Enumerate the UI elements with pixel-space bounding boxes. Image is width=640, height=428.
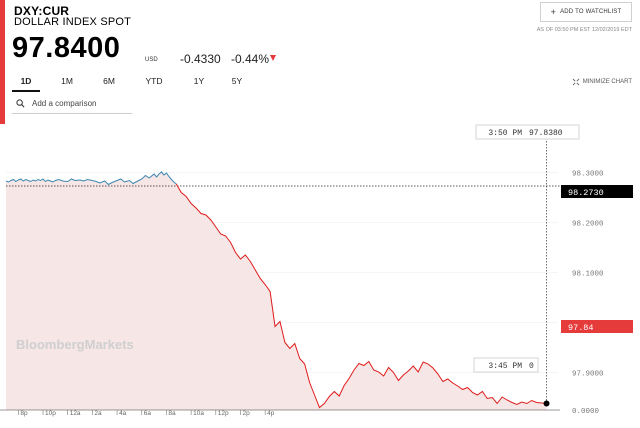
as-of-timestamp: AS OF 03:50 PM EST 12/02/2019 EDT [536, 27, 632, 33]
price-currency: USD [145, 57, 158, 63]
minimize-chart-button[interactable]: MINIMIZE CHART [572, 78, 632, 86]
x-tick-label: 6a [144, 410, 152, 417]
tab-1d[interactable]: 1D [20, 76, 32, 86]
security-name: DOLLAR INDEX SPOT [14, 16, 132, 28]
crosshair-value: 97.8380 [529, 129, 563, 138]
crosshair-bottom-value: 0 [529, 362, 534, 371]
search-icon [16, 99, 25, 108]
y-tick-label: 98.1000 [572, 271, 604, 279]
y-tick-label: 98.2000 [572, 221, 604, 229]
bloomberg-watermark: BloombergMarkets [16, 337, 134, 352]
price-chart[interactable]: BloombergMarkets 98.3000 98.2000 98.1000 98… [0, 118, 640, 428]
tab-ytd[interactable]: YTD [145, 76, 163, 86]
y-axis-ticks: 98.300098.200098.100098.000097.90000.000… [572, 171, 604, 417]
previous-close-box [561, 185, 633, 198]
net-change: -0.4330 [180, 52, 221, 66]
last-price: 97.8400 [12, 32, 121, 64]
active-tab-indicator [12, 90, 40, 92]
tab-1y[interactable]: 1Y [193, 76, 205, 86]
down-arrow-icon [270, 55, 276, 61]
x-tick-label: 12p [218, 410, 229, 417]
x-tick-label: 4p [267, 410, 275, 417]
last-value-label: 97.84 [568, 323, 594, 333]
x-tick-label: 8a [168, 410, 176, 417]
plus-icon: + [550, 6, 557, 17]
price-line-after-drop [175, 183, 547, 409]
x-tick-label: 4a [119, 410, 127, 417]
crosshair-top-box [475, 124, 580, 140]
x-tick-label: 2p [242, 410, 250, 417]
add-to-watchlist-button[interactable]: + ADD TO WATCHLIST [540, 2, 632, 22]
tab-5y[interactable]: 5Y [231, 76, 243, 86]
crosshair-bottom-box [473, 357, 539, 373]
y-tick-label: 98.3000 [572, 171, 604, 179]
price-line-before-drop [5, 171, 177, 186]
x-tick-label: 10a [193, 410, 204, 417]
x-axis-ticks: 8p 10p 12a 2a 4a 6a 8a 10a 12p 2p 4p [18, 410, 275, 417]
previous-close-label: 98.2730 [568, 188, 604, 198]
x-tick-label: 10p [45, 410, 56, 417]
minimize-icon [572, 78, 580, 86]
chart-area-fill [6, 172, 547, 410]
tab-1m[interactable]: 1M [61, 76, 73, 86]
x-tick-label: 12a [70, 410, 81, 417]
last-price-marker [543, 400, 550, 407]
add-comparison-placeholder: Add a comparison [32, 99, 97, 108]
percent-change: -0.44% [231, 52, 270, 66]
tab-6m[interactable]: 6M [103, 76, 115, 86]
crosshair-time: 3:50 PM [488, 129, 522, 138]
last-value-box [561, 320, 633, 333]
x-tick-label: 2a [94, 410, 102, 417]
ticker-symbol: DXY:CUR [14, 4, 70, 18]
y-tick-label: 97.9000 [572, 371, 604, 379]
add-to-watchlist-label: ADD TO WATCHLIST [560, 9, 622, 15]
add-comparison-input[interactable]: Add a comparison [12, 94, 132, 114]
y-tick-label: 0.0000 [572, 408, 600, 416]
x-tick-label: 8p [20, 410, 28, 417]
minimize-chart-label: MINIMIZE CHART [582, 79, 632, 85]
crosshair-bottom-time: 3:45 PM [488, 362, 522, 371]
accent-bar [0, 0, 5, 124]
